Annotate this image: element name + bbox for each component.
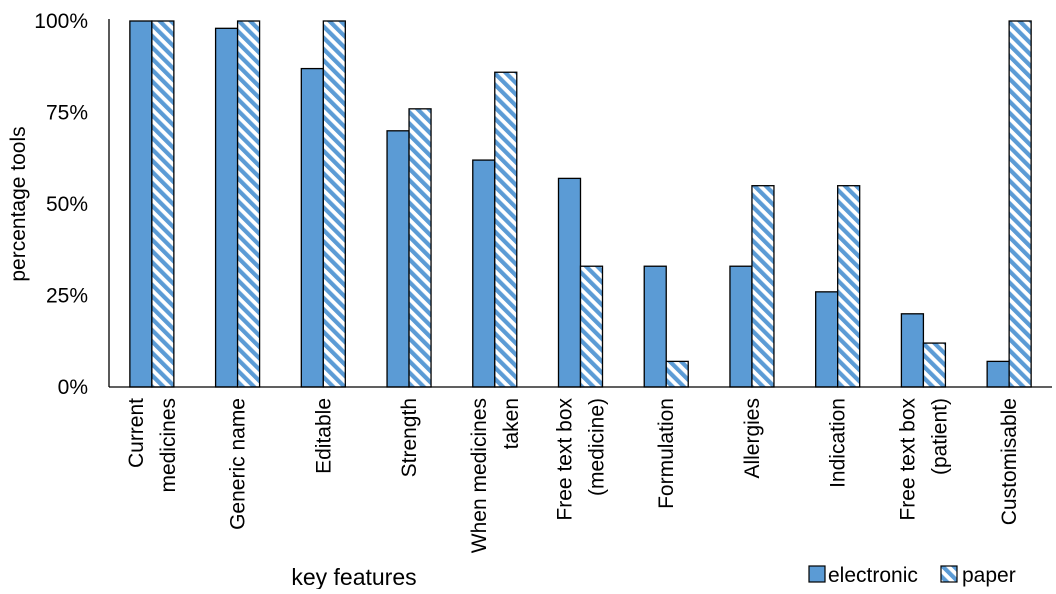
bar-paper (579, 265, 604, 388)
x-tick-label: Free text box (patient) (896, 398, 951, 521)
axes (108, 19, 1052, 388)
x-tick-label: Generic name (227, 398, 250, 530)
bar-paper (837, 185, 861, 388)
legend: electronic paper (808, 564, 1016, 587)
bars (129, 20, 1032, 388)
bar-electronic (815, 291, 839, 388)
x-tick-label: Allergies (741, 398, 764, 479)
x-tick-label-line: Free text box (554, 398, 577, 521)
bar-paper (922, 342, 947, 388)
y-tick-label: 50% (46, 193, 88, 216)
bar-electronic (900, 313, 925, 388)
bar-electronic (214, 27, 239, 388)
bar-paper (236, 20, 261, 388)
bar-electronic (129, 20, 153, 388)
bar-paper (151, 20, 175, 388)
x-tick-label: Editable (312, 398, 335, 474)
x-tick-labels: Current medicines Generic name Editable Stre… (125, 398, 1021, 554)
legend-swatch-paper (940, 565, 958, 583)
y-axis-title: percentage tools (7, 126, 30, 281)
x-tick-label-line: Current (125, 398, 148, 468)
x-tick-label-line: taken (500, 398, 523, 449)
x-tick-label: Strength (398, 398, 421, 477)
x-tick-label-line: Customisable (998, 398, 1021, 525)
x-tick-label-line: (medicine) (586, 398, 609, 496)
bar-electronic (729, 265, 753, 388)
bar-paper (1008, 20, 1032, 388)
y-tick-labels: 0% 25% 50% 75% 100% (34, 10, 88, 399)
legend-swatch-electronic (808, 565, 826, 583)
x-tick-label-line: Free text box (896, 398, 919, 521)
x-tick-label-line: Strength (398, 398, 421, 477)
bar-electronic (386, 130, 410, 388)
y-tick-label: 100% (34, 10, 88, 33)
x-tick-label-line: Indication (827, 398, 850, 488)
bar-electronic (986, 360, 1010, 388)
bar-electronic (643, 265, 667, 388)
legend-label-electronic: electronic (828, 564, 918, 587)
y-tick-label: 25% (46, 285, 88, 308)
x-tick-label: Formulation (655, 398, 678, 509)
legend-label-paper: paper (962, 564, 1016, 587)
bar-paper (408, 108, 432, 388)
x-tick-label-line: Formulation (655, 398, 678, 509)
x-tick-label-line: medicines (157, 398, 180, 493)
x-tick-label-line: When medicines (468, 398, 491, 553)
x-tick-label: Customisable (998, 398, 1021, 525)
bar-electronic (472, 159, 496, 388)
x-tick-label-line: (patient) (928, 398, 951, 475)
x-tick-label-line: Editable (312, 398, 335, 474)
bar-electronic (300, 67, 324, 388)
bar-paper (665, 360, 689, 388)
bar-paper (322, 20, 346, 388)
y-tick-label: 0% (58, 376, 88, 399)
x-tick-label-line: Allergies (741, 398, 764, 479)
x-tick-label: When medicines taken (468, 398, 523, 553)
y-axis-title-group: percentage tools (7, 126, 30, 281)
x-tick-label: Indication (827, 398, 850, 488)
bar-electronic (557, 177, 582, 388)
x-tick-label: Free text box (medicine) (554, 398, 609, 521)
y-tick-label: 75% (46, 102, 88, 125)
bar-paper (494, 71, 518, 388)
bar-paper (751, 185, 775, 388)
x-tick-label: Current medicines (125, 398, 180, 493)
x-axis-title: key features (291, 564, 416, 589)
x-tick-label-line: Generic name (227, 398, 250, 530)
